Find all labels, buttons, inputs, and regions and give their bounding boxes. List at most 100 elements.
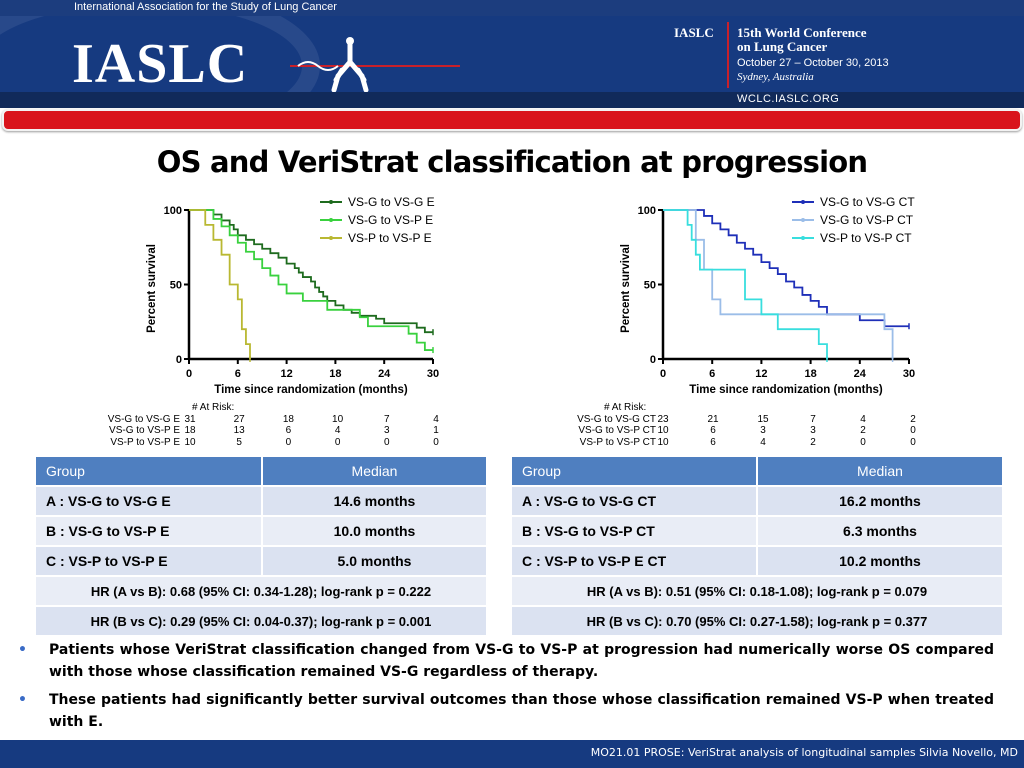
conference-abbreviation: IASLC [674,25,714,40]
at-risk-table-right: # At Risk: VS-G to VS-G CT 23 21 15 7 4 2 VS-G t… [564,402,924,454]
x-tick-label: 30 [903,368,915,380]
bullet-text: Patients whose VeriStrat classification … [49,642,994,680]
at-risk-count: 4 [433,413,439,425]
at-risk-count: 0 [910,436,916,448]
column-header-group: Group [512,457,758,487]
at-risk-header: # At Risk: [604,402,647,413]
at-risk-count: 2 [810,436,816,448]
km-curve-series-1 [663,209,909,328]
hazard-ratio-row: HR (A vs B): 0.51 (95% CI: 0.18-1.08); l… [512,577,1004,607]
at-risk-count: 15 [757,413,769,425]
table-row: A : VS-G to VS-G E 14.6 months [36,487,488,517]
km-curve-series-2 [189,209,433,351]
conference-url: WCLC.IASLC.ORG [737,93,840,105]
legend-marker [329,236,333,240]
x-axis-label: Time since randomization (months) [689,384,883,396]
iaslc-logo-text: IASLC [72,33,249,92]
url-bar: WCLC.IASLC.ORG [0,92,1024,108]
column-header-median: Median [263,457,488,487]
median-cell: 5.0 months [263,547,488,577]
y-axis-label: Percent survival [146,244,158,333]
slide-title: OS and VeriStrat classification at progr… [156,145,868,179]
km-chart-left-svg: 0 50 100 0 6 12 18 24 30 Time since randomization… [146,195,439,396]
km-curve-series-1 [189,209,433,334]
x-tick-label: 12 [280,368,292,380]
x-tick-label: 0 [660,368,666,380]
legend-entry: VS-G to VS-P CT [820,213,914,227]
y-tick-label: 0 [650,354,656,366]
at-risk-row-label: VS-G to VS-P CT [578,425,656,436]
column-header-median: Median [758,457,1004,487]
at-risk-count: 0 [384,436,390,448]
lungs-logo-icon [290,37,460,92]
x-tick-label: 30 [427,368,439,380]
at-risk-count: 18 [184,425,196,436]
y-tick-label: 100 [638,205,656,217]
legend-marker [329,200,333,204]
km-curve-series-3 [189,209,251,359]
x-tick-label: 0 [186,368,192,380]
legend-marker [801,218,805,222]
bullet-point: • Patients whose VeriStrat classificatio… [18,639,994,683]
bullet-point: • These patients had significantly bette… [18,689,994,733]
legend-entry: VS-G to VS-P E [348,213,433,227]
conference-dates: October 27 – October 30, 2013 [737,57,889,69]
at-risk-count: 6 [710,425,716,436]
group-cell: A : VS-G to VS-G CT [512,487,758,517]
legend-entry: VS-G to VS-G E [348,195,435,209]
at-risk-count: 2 [860,425,866,436]
median-table-left: Group Median A : VS-G to VS-G E 14.6 mon… [36,457,488,637]
x-tick-label: 6 [709,368,715,380]
top-banner: International Association for the Study … [0,0,1024,16]
at-risk-count: 10 [332,413,344,425]
y-tick-label: 50 [644,280,656,292]
hazard-ratio-cell: HR (B vs C): 0.70 (95% CI: 0.27-1.58); l… [512,607,1004,637]
x-tick-label: 18 [329,368,341,380]
median-cell: 10.2 months [758,547,1004,577]
conference-title-line-1: 15th World Conference [737,25,867,40]
y-tick-label: 50 [170,280,182,292]
median-cell: 14.6 months [263,487,488,517]
header-divider [727,22,729,88]
bullet-marker: • [18,692,27,708]
group-cell: B : VS-G to VS-P E [36,517,263,547]
at-risk-count: 0 [910,425,916,436]
hazard-ratio-row: HR (B vs C): 0.70 (95% CI: 0.27-1.58); l… [512,607,1004,637]
at-risk-count: 0 [433,436,439,448]
bullet-marker: • [18,642,27,658]
median-cell: 10.0 months [263,517,488,547]
legend-marker [801,236,805,240]
at-risk-count: 4 [334,425,341,436]
conference-location: Sydney, Australia [737,71,814,83]
at-risk-count: 1 [433,425,439,436]
legend-entry: VS-G to VS-G CT [820,195,915,209]
at-risk-header: # At Risk: [192,402,235,413]
km-curve-series-2 [663,209,894,359]
red-accent-bar [2,109,1022,131]
hazard-ratio-cell: HR (A vs B): 0.51 (95% CI: 0.18-1.08); l… [512,577,1004,607]
at-risk-count: 2 [910,413,916,425]
at-risk-row-label: VS-P to VS-P E [110,436,180,448]
group-cell: A : VS-G to VS-G E [36,487,263,517]
y-tick-label: 100 [164,205,182,217]
legend-marker [329,218,333,222]
at-risk-row-label: VS-G to VS-P E [109,425,180,436]
table-header-row: Group Median [512,457,1004,487]
at-risk-count: 7 [810,413,816,425]
at-risk-count: 3 [384,425,390,436]
at-risk-row-label: VS-G to VS-G E [107,413,180,425]
at-risk-count: 10 [657,436,669,448]
hazard-ratio-row: HR (B vs C): 0.29 (95% CI: 0.04-0.37); l… [36,607,488,637]
median-table-right: Group Median A : VS-G to VS-G CT 16.2 mo… [512,457,1004,637]
km-chart-right-svg: 0 50 100 0 6 12 18 24 30 Time since randomization… [620,195,915,396]
at-risk-count: 6 [710,436,716,448]
at-risk-count: 5 [236,436,242,448]
at-risk-count: 10 [657,425,669,436]
at-risk-count: 27 [233,413,245,425]
group-cell: C : VS-P to VS-P E [36,547,263,577]
at-risk-count: 10 [184,436,196,448]
at-risk-count: 13 [233,425,245,436]
conference-title-line-2: on Lung Cancer [737,39,828,54]
at-risk-table-left: # At Risk: VS-G to VS-G E 31 27 18 10 7 4 VS-G t… [96,402,446,454]
at-risk-count: 6 [285,425,292,436]
